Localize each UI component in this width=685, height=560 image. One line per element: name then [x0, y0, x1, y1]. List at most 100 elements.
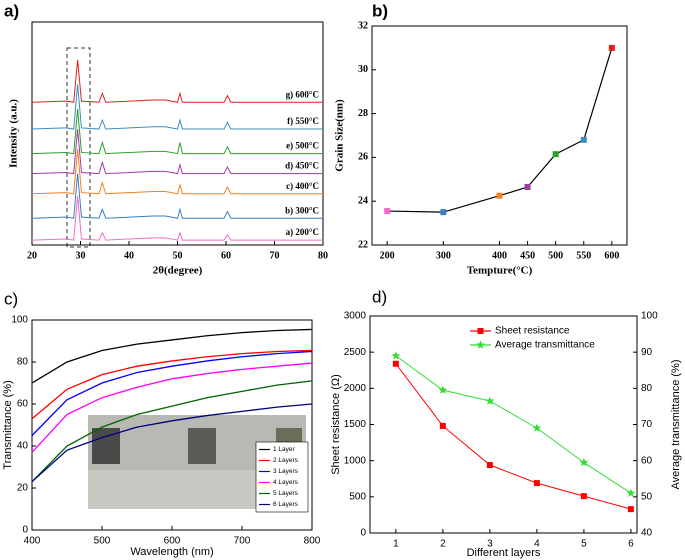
chart-panel: c) 400 500 600 700 800 0 20 40 60 80 100 Wavelength … — [2, 289, 321, 557]
chart-panel: b) 200 300 400 450 500 550 600 22 24 26 28 30 32 Tempt… — [334, 1, 628, 277]
y-tick-label: 2500 — [344, 347, 367, 358]
x-tick-label: 6 — [628, 539, 634, 550]
y-tick-label: 40 — [17, 441, 29, 452]
x-tick-label: 200 — [380, 250, 395, 261]
y-tick-label: 500 — [349, 491, 366, 502]
y-axis-label: Transmittance (%) — [2, 380, 14, 469]
x-tick-label: 400 — [24, 536, 41, 547]
y-tick-label: 3000 — [344, 311, 367, 322]
legend-label: 3 Layers — [273, 468, 299, 475]
panel-label: a) — [4, 1, 19, 20]
x-tick-label: 5 — [581, 539, 587, 550]
x-tick-label: 600 — [604, 250, 619, 261]
data-point — [552, 151, 559, 158]
x-tick-label: 500 — [94, 536, 111, 547]
x-axis-label: Different layers — [467, 547, 541, 559]
x-tick-label: 3 — [487, 539, 493, 550]
data-point — [627, 506, 634, 513]
y2-axis-label: Average transmittance (%) — [670, 359, 682, 489]
x-tick-label: 40 — [124, 250, 134, 261]
series-line — [31, 108, 323, 155]
chart-panel: d)1 2 3 4 5 605001000150020002500300040506070… — [330, 287, 682, 558]
y2-tick-label: 100 — [641, 311, 658, 322]
data-point — [579, 457, 589, 467]
data-point — [392, 360, 399, 367]
series-line — [31, 349, 313, 420]
legend-label: Sheet resistance — [495, 326, 570, 337]
x-tick-label: 80 — [318, 250, 328, 261]
series-line — [31, 84, 323, 130]
y-tick-label: 0 — [360, 528, 366, 539]
y-tick-label: 22 — [358, 239, 368, 250]
legend-label: 4 Layers — [273, 479, 299, 486]
series-line — [31, 195, 323, 241]
x-tick-label: 30 — [76, 250, 86, 261]
y-tick-label: 1500 — [344, 419, 367, 430]
series-line — [31, 403, 313, 483]
series-line — [31, 350, 313, 436]
y-tick-label: 32 — [358, 20, 368, 31]
plot-frame — [371, 25, 628, 246]
x-axis-label: 2θ(degree) — [153, 265, 203, 277]
series-line — [31, 362, 313, 453]
legend-label: 1 Layer — [273, 446, 296, 453]
legend-marker — [477, 328, 484, 334]
series-line — [387, 47, 613, 213]
y-tick-label: 60 — [17, 399, 29, 410]
y-tick-label: 20 — [17, 483, 29, 494]
y-tick-label: 28 — [358, 108, 368, 119]
y-tick-label: 30 — [358, 64, 368, 75]
legend-label: 5 Layers — [273, 490, 299, 497]
x-tick-label: 60 — [221, 250, 231, 261]
x-tick-label: 1 — [393, 539, 399, 550]
x-tick-label: 450 — [520, 250, 535, 261]
legend-label: Average transmittance — [495, 340, 595, 351]
peak-highlight-box — [66, 47, 91, 248]
y-tick-label: 1000 — [344, 455, 367, 466]
panel-label: d) — [372, 287, 387, 306]
x-tick-label: 20 — [27, 250, 37, 261]
data-point — [486, 462, 493, 469]
y-tick-label: 100 — [11, 315, 28, 326]
x-tick-label: 600 — [164, 536, 181, 547]
data-point — [580, 136, 587, 143]
series-label: a) 200°C — [286, 227, 319, 237]
x-tick-label: 550 — [576, 250, 591, 261]
x-tick-label: 800 — [304, 536, 321, 547]
chart-panel: a) 20 30 40 50 60 70 80 2θ(degree) Intensity (a.u… — [4, 1, 328, 276]
y2-tick-label: 50 — [641, 491, 653, 502]
legend-box — [255, 441, 309, 513]
y-tick-label: 2000 — [344, 383, 367, 394]
series-line — [31, 328, 313, 384]
data-point — [608, 44, 615, 51]
data-point — [533, 480, 540, 487]
y-tick-label: 26 — [358, 152, 368, 163]
x-tick-label: 70 — [270, 250, 280, 261]
series-label: g) 600°C — [286, 89, 319, 99]
data-point — [438, 385, 448, 394]
series-line — [31, 128, 323, 175]
legend-label: 6 Layers — [273, 501, 299, 508]
y2-tick-label: 90 — [641, 347, 653, 358]
data-point — [439, 422, 446, 429]
series-line — [31, 173, 323, 219]
y2-tick-label: 70 — [641, 419, 653, 430]
data-point — [440, 209, 447, 216]
x-axis-label: Tempture(°C) — [467, 265, 533, 277]
series-label: e) 500°C — [286, 141, 319, 151]
y-axis-label: Intensity (a.u.) — [8, 99, 20, 168]
series-label: f) 550°C — [287, 116, 319, 126]
data-point — [496, 192, 503, 199]
data-point — [391, 351, 401, 360]
photo-logo — [188, 428, 216, 464]
data-point — [580, 493, 587, 500]
data-point — [485, 396, 495, 405]
series-label: d) 450°C — [285, 161, 319, 171]
series-line — [31, 149, 323, 195]
series-label: b) 300°C — [285, 205, 319, 215]
panel-label: c) — [4, 289, 18, 308]
data-point — [626, 488, 636, 497]
y-tick-label: 80 — [17, 357, 29, 368]
x-axis-label: Wavelength (nm) — [130, 546, 213, 558]
